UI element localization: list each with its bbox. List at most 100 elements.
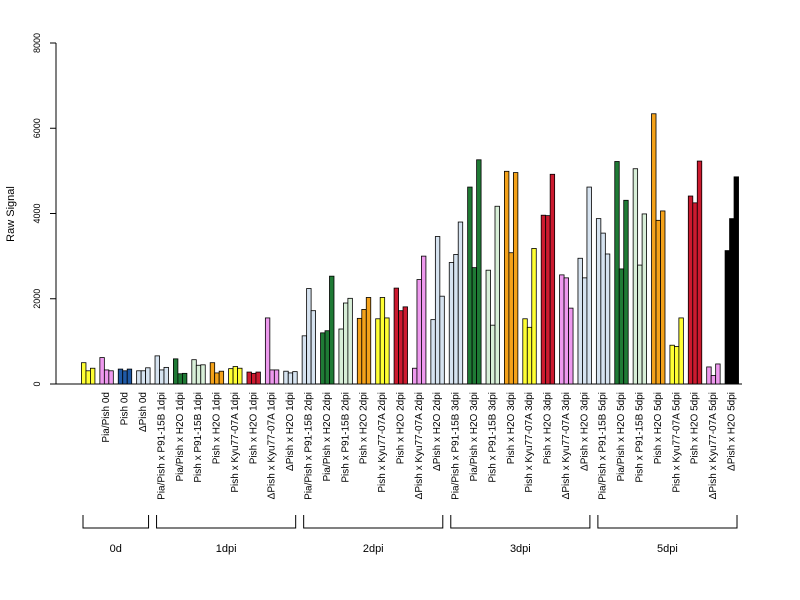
bar (306, 288, 312, 385)
bar (214, 372, 220, 385)
bar (434, 236, 441, 385)
bar (504, 170, 510, 385)
bar (117, 368, 124, 385)
bar (540, 214, 547, 385)
bar (140, 370, 147, 385)
bar (485, 269, 491, 385)
bar (467, 186, 473, 385)
y-tick-label: 8000 (32, 33, 42, 53)
x-tick-label: Pish x P91-15B 5dpi (635, 392, 646, 483)
bar (209, 362, 216, 385)
bar (641, 213, 647, 385)
x-tick-labels: Pia/Pish 0d Pish 0d ΔPish 0d Pia/Pish x P91… (101, 392, 737, 500)
bar (733, 176, 739, 385)
bar (632, 168, 639, 385)
bar (490, 324, 496, 385)
bar (273, 369, 280, 385)
y-tick-label: 6000 (32, 118, 42, 138)
x-tick-label: Pish x Kyu77-07A 1dpi (230, 392, 241, 493)
group-brackets: 0d 1dpi 2dpi 3dpi 5dpi (82, 515, 738, 555)
bar (522, 318, 528, 385)
bar (228, 368, 234, 385)
bar (508, 252, 514, 385)
x-tick-label: Pia/Pish x H2O 3dpi (469, 392, 480, 482)
bar (384, 317, 390, 385)
bar (586, 186, 592, 385)
x-tick-label: Pia/Pish x H2O 2dpi (322, 392, 333, 482)
bar (678, 317, 684, 385)
x-tick-label: Pia/Pish x P91-15B 5dpi (598, 392, 609, 500)
x-tick-label: Pia/Pish 0d (101, 392, 112, 443)
bar (439, 295, 445, 385)
bar (103, 369, 110, 385)
bar (651, 113, 657, 385)
x-tick-label: Pish x Kyu77-07A 2dpi (377, 392, 388, 493)
bar (448, 262, 455, 385)
bar (692, 202, 698, 385)
y-tick-label: 4000 (32, 203, 42, 223)
x-tick-label: Pish x H2O 2dpi (395, 392, 406, 464)
bar (412, 367, 418, 385)
y-axis-label: Raw Signal (5, 186, 17, 242)
bar (200, 364, 206, 385)
bar (724, 250, 730, 385)
bar (163, 366, 169, 385)
bar (729, 218, 735, 385)
bar (287, 372, 294, 385)
x-tick-label: Pia/Pish x P91-15B 2dpi (304, 392, 315, 500)
group-bracket (156, 515, 297, 529)
bar (494, 205, 500, 385)
x-tick-label: Pish x P91-15B 3dpi (487, 392, 498, 483)
x-tick-label: ΔPish x Kyu77-07A 3dpi (561, 392, 572, 499)
bar (512, 172, 519, 385)
x-tick-label: Pish x Kyu77-07A 3dpi (524, 392, 535, 493)
bar (108, 370, 114, 385)
x-tick-label: Pia/Pish x P91-15B 1dpi (156, 392, 167, 500)
bar (476, 159, 482, 385)
x-tick-label: Pish x H2O 3dpi (543, 392, 554, 464)
bar (457, 221, 464, 385)
bar (338, 328, 344, 385)
x-tick-label: Pia/Pish x H2O 1dpi (175, 392, 186, 482)
bar (81, 362, 87, 385)
bar (320, 332, 326, 385)
group-label: 1dpi (216, 543, 237, 555)
bar (706, 366, 712, 385)
bar (365, 297, 372, 385)
y-tick-label: 0 (32, 381, 42, 386)
bar (710, 375, 717, 385)
bar (85, 370, 91, 385)
bar (145, 367, 151, 385)
bar (549, 173, 556, 385)
bar (255, 371, 261, 385)
bar (159, 369, 165, 385)
bar (375, 318, 381, 385)
bar (637, 264, 643, 385)
bar (430, 319, 436, 385)
bar (122, 370, 128, 385)
bar (614, 161, 620, 385)
bar (191, 359, 197, 385)
bar (324, 330, 330, 385)
bar (232, 366, 238, 385)
x-tick-label: ΔPish x Kyu77-07A 2dpi (414, 392, 425, 499)
bar (526, 326, 533, 385)
bar (218, 370, 225, 385)
bar (99, 357, 105, 385)
x-tick-label: ΔPish 0d (138, 392, 149, 432)
group-label: 3dpi (510, 543, 531, 555)
bar (715, 363, 721, 385)
bar (264, 317, 271, 385)
bar (623, 199, 629, 385)
x-tick-label: Pish x H2O 5dpi (690, 392, 701, 464)
bar (246, 371, 252, 385)
bar (531, 248, 537, 385)
x-tick-label: Pish x Kyu77-07A 5dpi (671, 392, 682, 493)
bar (674, 346, 680, 385)
bar (90, 367, 96, 385)
group-bracket (303, 515, 444, 529)
bar (559, 274, 565, 385)
group-bracket (82, 515, 150, 529)
x-tick-label: ΔPish x H2O 5dpi (726, 392, 737, 471)
